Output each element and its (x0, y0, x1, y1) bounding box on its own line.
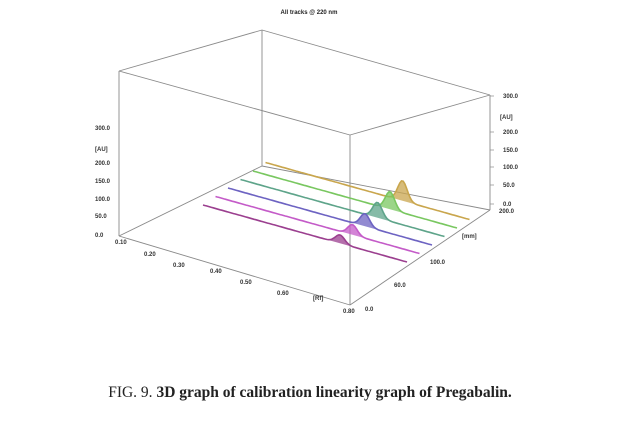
chart-title: All tracks @ 220 nm (281, 10, 338, 16)
x-tick-label: 0.80 (343, 309, 355, 315)
y-tick-label: 300.0 (95, 126, 111, 132)
z-axis-label: [mm] (462, 234, 477, 240)
frame-edge (118, 165, 263, 237)
x-tick-label: 0.10 (115, 240, 127, 246)
right-tick-label: 50.0 (503, 183, 515, 189)
z-tick-label: 100.0 (430, 260, 446, 266)
track-1-line (202, 204, 408, 263)
frame-edge (118, 235, 351, 306)
right-tick-label: 200.0 (503, 130, 519, 136)
track-6-line (265, 161, 470, 221)
z-tick-label: 60.0 (394, 283, 406, 289)
right-tick-label: 300.0 (503, 94, 519, 100)
frame-edge (349, 94, 491, 136)
z-tick-label: 200.0 (499, 209, 515, 215)
x-axis-label: [Rf] (313, 296, 323, 302)
frame-edge (118, 70, 351, 136)
track-2-line (215, 195, 420, 255)
y-tick-label: 150.0 (95, 179, 111, 185)
y-tick-label: 200.0 (95, 161, 111, 167)
x-tick-label: 0.30 (173, 263, 185, 269)
y-axis-label: [AU] (95, 147, 108, 153)
right-axis-label: [AU] (500, 115, 513, 121)
frame-edge (118, 29, 263, 72)
track-5-line (252, 170, 458, 229)
x-tick-label: 0.50 (240, 280, 252, 286)
x-tick-label: 0.20 (144, 252, 156, 258)
chart-frame (118, 29, 491, 306)
figure-caption: FIG. 9. 3D graph of calibration linearit… (0, 384, 620, 402)
ticks-layer: 0.0 50.0 100.0 150.0 200.0 300.0 0.10 0.20 0.30 0… (95, 94, 519, 315)
right-tick-label: 150.0 (503, 148, 519, 154)
y-tick-label: 0.0 (95, 233, 104, 239)
y-tick-label: 50.0 (95, 214, 107, 220)
frame-edge (261, 165, 491, 211)
right-tick-label: 100.0 (503, 165, 519, 171)
track-3-line (227, 187, 433, 246)
frame-edge (261, 29, 491, 96)
caption-text: 3D graph of calibration linearity graph … (156, 384, 512, 401)
z-tick-label: 0.0 (365, 307, 374, 313)
series-layer (202, 161, 470, 263)
x-tick-label: 0.40 (210, 269, 222, 275)
frame-edge (349, 209, 491, 306)
y-tick-label: 100.0 (95, 197, 111, 203)
track-4-line (240, 178, 445, 238)
caption-prefix: FIG. 9. (108, 384, 153, 401)
right-tick-label: 0.0 (503, 202, 512, 208)
x-tick-label: 0.60 (277, 291, 289, 297)
